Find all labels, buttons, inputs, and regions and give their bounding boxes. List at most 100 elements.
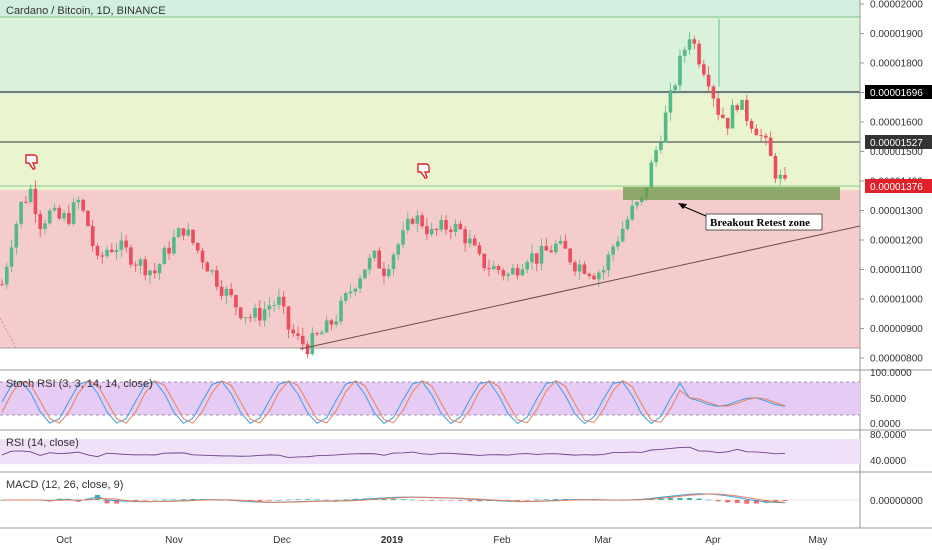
candle-body	[721, 114, 725, 118]
macd-bar	[114, 500, 120, 504]
candle-body	[711, 86, 716, 99]
candle-body	[300, 335, 305, 345]
candle-body	[463, 229, 467, 244]
candle-body	[238, 307, 243, 319]
candle-body	[415, 215, 420, 224]
trend-line-left	[0, 317, 17, 349]
candle-body	[573, 262, 577, 272]
candle-body	[468, 238, 472, 244]
candle-body	[143, 259, 148, 276]
macd-bar	[687, 497, 693, 500]
macd-bar	[734, 500, 740, 503]
candle-body	[291, 329, 296, 334]
level-tag-bg-1527	[865, 135, 932, 149]
price-tick-label: 0.00001600	[870, 118, 923, 129]
time-axis-ticks: Oct Nov Dec 2019 Feb Mar Apr May	[56, 535, 827, 546]
candle-body	[491, 266, 496, 270]
time-tick-label: Apr	[705, 535, 721, 546]
candle-body	[596, 272, 601, 280]
macd-bar	[324, 499, 330, 501]
candle-body	[406, 218, 410, 231]
candle-body	[52, 207, 57, 211]
candle-body	[577, 264, 582, 272]
macd-bar	[180, 499, 186, 500]
candle-body	[482, 253, 487, 269]
macd-bar	[381, 498, 387, 500]
candle-body	[229, 288, 233, 296]
macd-bar	[400, 499, 406, 500]
candle-body	[272, 304, 276, 306]
macd-bar	[553, 499, 559, 500]
candle-body	[401, 230, 405, 245]
macd-label: MACD (12, 26, close, 9)	[6, 479, 123, 491]
candle-body	[200, 250, 205, 263]
candle-body	[148, 270, 152, 276]
macd-bar	[190, 498, 196, 500]
candle-body	[353, 288, 358, 292]
candle-body	[62, 213, 66, 219]
candle-body	[47, 210, 52, 224]
price-tick-label: 0.00001300	[870, 206, 923, 217]
macd-bar	[257, 500, 263, 502]
macd-bar	[429, 500, 435, 501]
candle-body	[749, 120, 754, 129]
candle-body	[267, 305, 272, 310]
candle-body	[157, 264, 162, 274]
thumbs-down-icon	[417, 163, 430, 179]
candle-body	[654, 150, 658, 163]
macd-bar	[725, 500, 731, 503]
candle-body	[687, 39, 692, 50]
price-tick-label: 0.00000800	[870, 354, 923, 365]
candle-body	[425, 226, 429, 235]
candle-body	[14, 223, 19, 248]
macd-bar	[94, 494, 100, 500]
candle-body	[243, 317, 248, 319]
stoch-tick: 0.0000	[870, 419, 901, 430]
candle-body	[663, 112, 668, 143]
candle-body	[496, 266, 501, 271]
time-tick-label: 2019	[381, 535, 404, 546]
candle-body	[773, 155, 778, 179]
candle-body	[152, 270, 157, 274]
candle-body	[568, 248, 572, 263]
macd-bar	[467, 500, 473, 502]
price-tick-label: 0.00002000	[870, 0, 923, 11]
candle-body	[358, 278, 362, 289]
candle-body	[124, 240, 128, 248]
candle-body	[119, 240, 124, 250]
candle-body	[706, 74, 711, 87]
candle-body	[764, 135, 768, 138]
candle-body	[477, 245, 482, 254]
candle-body	[310, 333, 315, 355]
candle-body	[649, 162, 654, 188]
candle-body	[224, 288, 229, 296]
candle-body	[582, 264, 587, 274]
macd-bar	[295, 499, 301, 500]
candle-body	[740, 99, 744, 110]
candle-body	[367, 257, 372, 270]
macd-bar	[715, 500, 721, 502]
level-tag-bg-1696	[865, 85, 932, 99]
candle-body	[391, 254, 396, 269]
macd-signal-line	[2, 493, 786, 503]
macd-bar	[161, 499, 167, 501]
candle-body	[444, 220, 448, 230]
macd-bar	[543, 499, 549, 500]
candle-body	[549, 250, 553, 253]
macd-bar	[448, 500, 454, 501]
macd-bar	[667, 497, 673, 500]
candle-body	[692, 39, 697, 44]
macd-bar	[524, 500, 530, 501]
macd-bar	[744, 500, 750, 504]
candle-body	[81, 199, 85, 211]
candle-body	[396, 244, 401, 255]
time-tick-label: Dec	[273, 535, 291, 546]
candle-body	[86, 210, 90, 227]
candle-body	[453, 223, 458, 232]
candle-body	[635, 202, 639, 206]
candle-body	[372, 250, 377, 258]
candle-body	[24, 201, 28, 203]
candle-body	[382, 268, 386, 277]
candle-body	[511, 268, 515, 275]
candle-body	[210, 270, 214, 272]
